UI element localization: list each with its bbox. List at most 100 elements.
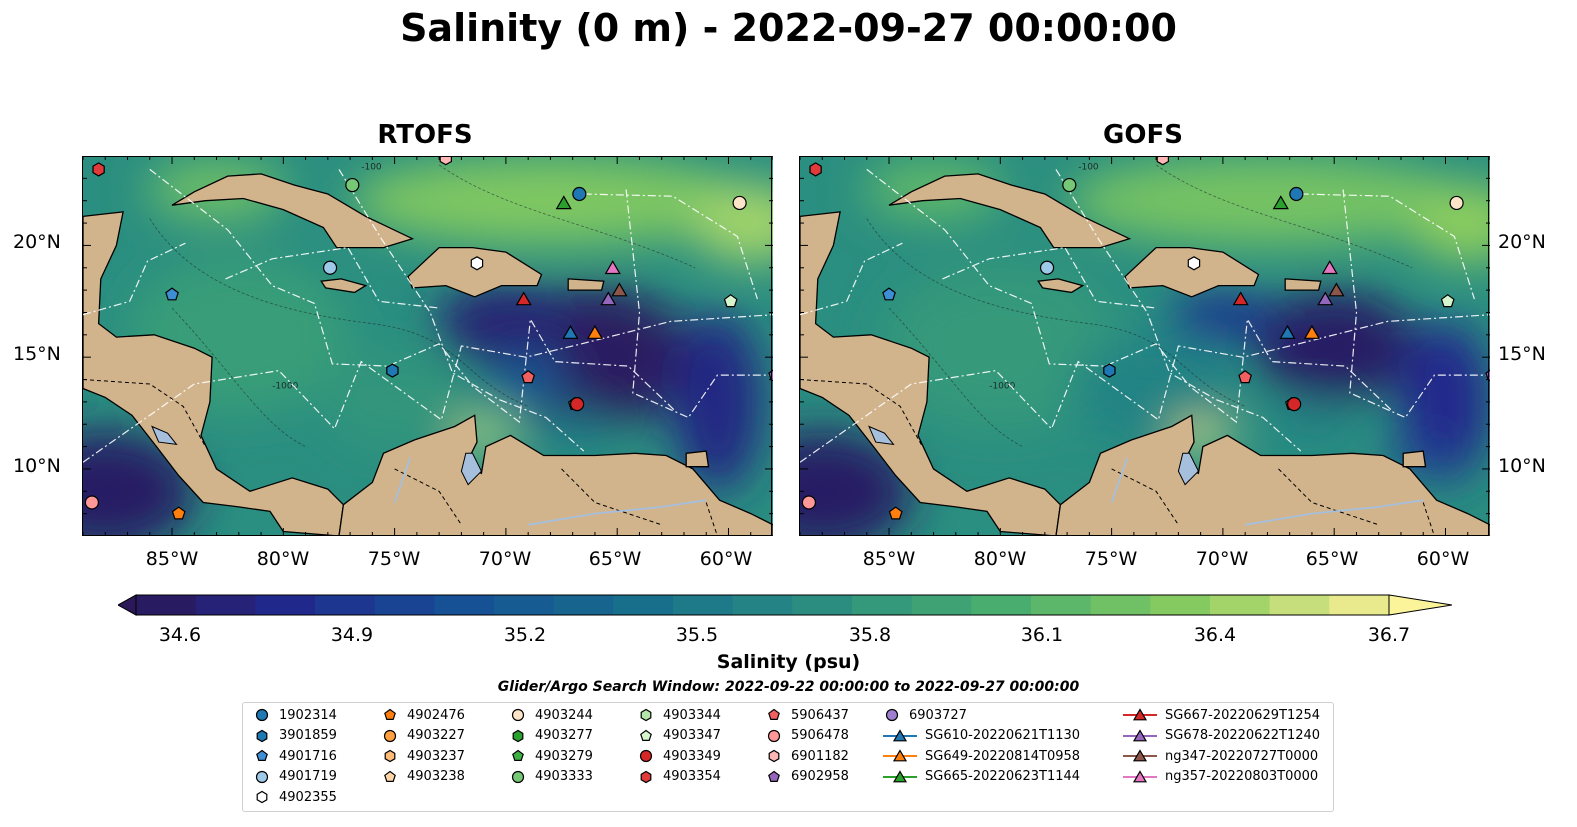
legend-symbol[interactable] — [892, 728, 908, 741]
legend-symbol[interactable] — [640, 729, 652, 741]
platform-marker-SG649-20220814T0958[interactable] — [1303, 324, 1321, 339]
legend-symbol[interactable] — [892, 749, 908, 762]
platform-marker-SG667-20220629T1254[interactable] — [1232, 291, 1249, 306]
platform-marker-3901859[interactable] — [1103, 363, 1116, 378]
lake-nicaragua — [151, 425, 178, 446]
legend-label: 5906478 — [791, 728, 849, 743]
legend-label: 4902476 — [407, 707, 465, 723]
platform-marker-SG610-20220621T1130[interactable] — [1279, 324, 1296, 339]
platform-marker-ng357-20220803T0000[interactable] — [1321, 260, 1338, 275]
platform-marker-4903244[interactable] — [1449, 195, 1464, 211]
platform-marker-4902355[interactable] — [1187, 256, 1201, 271]
legend-symbol[interactable] — [1132, 769, 1148, 782]
contour-label: -100 — [1078, 162, 1099, 172]
map-gofs[interactable]: -1000 -100 — [800, 156, 1490, 536]
platform-marker-3901859[interactable] — [386, 363, 399, 378]
colorbar-cell — [1329, 595, 1390, 615]
platform-marker-SG667-20220629T1254[interactable] — [515, 291, 532, 306]
legend-item-4903238: 4903238 — [381, 767, 465, 787]
legend-symbol[interactable] — [512, 729, 524, 742]
map-rtofs[interactable]: -1000 -100 — [83, 156, 773, 536]
platform-marker-4901719[interactable] — [1039, 260, 1055, 275]
country-border — [1278, 468, 1379, 526]
legend-item-4903277: 4903277 — [509, 726, 593, 746]
legend-symbol[interactable] — [885, 708, 899, 722]
legend-symbol[interactable] — [256, 749, 268, 761]
country-border — [561, 468, 662, 526]
platform-marker-SG649-20220814T0958[interactable] — [586, 324, 604, 339]
legend-symbol[interactable] — [384, 749, 396, 763]
legend-symbol[interactable] — [384, 708, 396, 720]
legend-symbol[interactable] — [640, 708, 652, 722]
platform-marker-4903347[interactable] — [1440, 294, 1455, 308]
legend-symbol[interactable] — [256, 729, 268, 742]
platform-marker-SG678-20220622T1240[interactable] — [1317, 291, 1334, 306]
legend-marker-4903333 — [511, 770, 525, 783]
legend-symbol[interactable] — [256, 790, 268, 804]
legend-symbol[interactable] — [384, 770, 396, 782]
platform-marker-4903347[interactable] — [723, 294, 738, 308]
platform-marker-SG665-20220623T1144[interactable] — [555, 195, 572, 210]
platform-marker-6901182[interactable] — [1156, 156, 1169, 166]
lon-label-65w-gofs: 65°W — [1305, 548, 1359, 570]
legend-item-SG610-20220621T1130: SG610-20220621T1130 — [883, 726, 1080, 746]
salinity-field — [1067, 156, 1468, 246]
legend-symbol[interactable] — [1132, 708, 1148, 721]
legend-symbol[interactable] — [511, 770, 525, 783]
platform-marker-1902314[interactable] — [572, 186, 587, 202]
salinity-field — [532, 410, 613, 447]
platform-marker-4901719[interactable] — [322, 260, 338, 275]
platform-marker-4901716[interactable] — [882, 287, 896, 301]
platform-marker-5906437[interactable] — [521, 370, 536, 384]
legend-symbol[interactable] — [768, 749, 780, 763]
legend-label: SG649-20220814T0958 — [925, 748, 1081, 764]
legend-symbol[interactable] — [1132, 728, 1148, 741]
legend-symbol[interactable] — [1132, 749, 1148, 762]
platform-marker-ng347-20220727T0000[interactable] — [611, 282, 628, 297]
colorbar-cell — [971, 595, 1032, 615]
platform-marker-4903354[interactable] — [92, 162, 105, 177]
legend-symbol[interactable] — [255, 770, 269, 783]
platform-marker-4902476[interactable] — [888, 506, 903, 520]
legend-symbol[interactable] — [768, 770, 780, 782]
boundary-line — [83, 314, 773, 463]
legend-symbol[interactable] — [639, 749, 653, 763]
platform-marker-SG665-20220623T1144[interactable] — [1272, 195, 1289, 210]
platform-marker-ng347-20220727T0000[interactable] — [1328, 282, 1345, 297]
legend-marker-5906437 — [768, 708, 780, 720]
platform-marker-5906478[interactable] — [84, 495, 100, 510]
lon-label-70w-rtofs: 70°W — [478, 548, 532, 570]
platform-marker-1902314[interactable] — [1289, 186, 1304, 202]
salinity-field — [690, 183, 773, 264]
salinity-field — [350, 156, 751, 246]
legend-label: 4903277 — [535, 728, 593, 743]
legend-item-4902476: 4902476 — [381, 705, 465, 725]
platform-marker-5906478[interactable] — [801, 495, 817, 510]
platform-marker-SG610-20220621T1130[interactable] — [562, 324, 579, 339]
legend-symbol[interactable] — [892, 769, 908, 782]
legend-symbol[interactable] — [768, 708, 780, 720]
legend-symbol[interactable] — [640, 770, 652, 783]
platform-marker-4901716[interactable] — [165, 287, 179, 301]
platform-marker-4903349[interactable] — [570, 397, 585, 412]
legend-symbol[interactable] — [383, 729, 397, 742]
platform-marker-5906437[interactable] — [1238, 370, 1253, 384]
river — [393, 457, 412, 503]
platform-marker-4903333[interactable] — [345, 177, 360, 193]
legend-symbol[interactable] — [512, 749, 524, 761]
jamaica-land — [1037, 278, 1085, 294]
platform-marker-4903333[interactable] — [1062, 177, 1077, 193]
trinidad-land — [1402, 450, 1427, 468]
platform-marker-4903349[interactable] — [1287, 397, 1302, 412]
platform-marker-ng357-20220803T0000[interactable] — [604, 260, 621, 275]
platform-marker-6901182[interactable] — [439, 156, 452, 166]
legend-symbol[interactable] — [511, 708, 525, 722]
platform-marker-SG678-20220622T1240[interactable] — [600, 291, 617, 306]
bathymetry-contour — [1155, 164, 1413, 269]
platform-marker-4902476[interactable] — [171, 506, 186, 520]
legend-symbol[interactable] — [767, 729, 781, 742]
legend-symbol[interactable] — [255, 708, 269, 722]
platform-marker-4903354[interactable] — [809, 162, 822, 177]
platform-marker-4903244[interactable] — [732, 195, 747, 211]
platform-marker-4902355[interactable] — [470, 256, 484, 271]
